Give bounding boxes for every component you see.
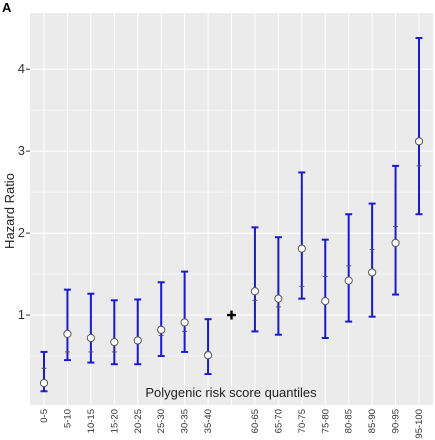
point-estimate xyxy=(63,329,72,338)
x-tick-label: 65-70 xyxy=(273,409,284,433)
point-estimate xyxy=(250,287,260,296)
point-estimate xyxy=(203,351,213,360)
data-point-group xyxy=(391,164,400,296)
x-axis-ticks: 0-5 5-10 10-15 15-20 20-25 25-30 30-35 35-40 60-… xyxy=(39,409,425,439)
y-tick-label: 1 xyxy=(18,307,25,322)
chart-marks xyxy=(39,37,424,393)
data-point-group xyxy=(39,350,49,393)
data-point-group xyxy=(157,281,166,358)
y-tick-label: 4 xyxy=(18,61,25,76)
x-tick-label: 85-90 xyxy=(367,409,378,433)
point-estimate xyxy=(180,318,189,327)
x-tick-label: 70-75 xyxy=(297,409,308,433)
point-estimate xyxy=(391,238,400,248)
point-estimate xyxy=(297,244,306,253)
point-estimate xyxy=(86,333,95,343)
x-tick-label: 5-10 xyxy=(62,409,73,428)
data-point-group xyxy=(250,226,260,333)
data-point-group xyxy=(344,213,353,323)
x-tick-label: 80-85 xyxy=(344,409,355,433)
x-axis-label: Polygenic risk score quantiles xyxy=(145,385,317,400)
y-tick-label: 3 xyxy=(18,143,25,158)
data-point-group xyxy=(133,298,142,366)
x-tick-label: 75-80 xyxy=(320,409,331,433)
point-estimate xyxy=(39,378,49,388)
y-axis-ticks: 1 2 3 4 xyxy=(18,61,30,322)
data-point-group xyxy=(414,37,424,216)
point-estimate xyxy=(368,268,377,277)
data-point-group xyxy=(321,238,330,339)
data-point-group xyxy=(180,270,189,353)
point-estimate xyxy=(321,297,330,306)
point-estimate xyxy=(414,137,424,146)
data-point-group xyxy=(110,299,119,366)
point-estimate xyxy=(157,325,166,334)
y-tick-label: 2 xyxy=(18,225,25,240)
data-point-group xyxy=(297,171,306,300)
data-point-group xyxy=(368,202,377,318)
data-point-group xyxy=(63,288,72,362)
x-tick-label: 30-35 xyxy=(180,409,191,433)
y-axis-label: Hazard Ratio xyxy=(2,173,17,249)
point-estimate xyxy=(274,294,283,303)
x-tick-label: 60-65 xyxy=(250,409,261,433)
point-estimate xyxy=(344,276,353,285)
point-estimate xyxy=(133,336,142,345)
x-tick-label: 90-95 xyxy=(391,409,402,433)
panel-label: A xyxy=(2,0,12,15)
data-point-group xyxy=(274,236,283,336)
data-point-group xyxy=(203,318,213,376)
data-point-group xyxy=(86,292,95,364)
x-tick-label: 20-25 xyxy=(133,409,144,433)
x-tick-label: 25-30 xyxy=(156,409,167,433)
x-tick-label: 0-5 xyxy=(39,409,50,423)
x-tick-label: 10-15 xyxy=(86,409,97,433)
x-tick-label: 15-20 xyxy=(109,409,120,433)
x-tick-label: 35-40 xyxy=(203,409,214,433)
point-estimate xyxy=(110,337,119,347)
x-tick-label: 95-100 xyxy=(414,409,425,439)
reference-marker xyxy=(227,310,236,320)
